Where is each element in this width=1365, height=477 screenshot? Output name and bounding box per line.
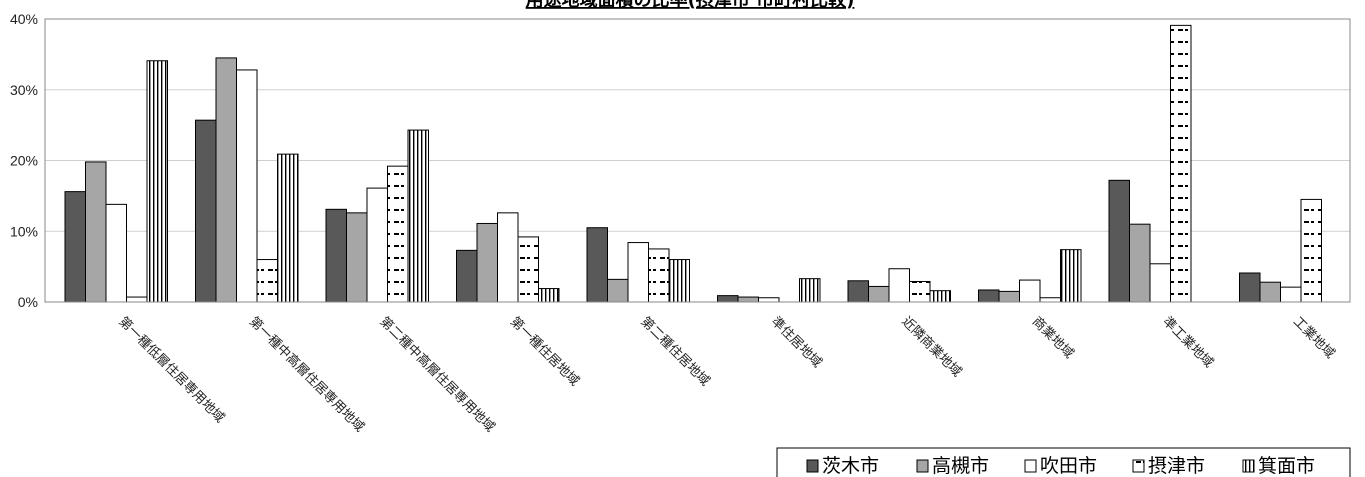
bar	[476, 222, 498, 303]
y-axis-ticks: 0% 10% 20% 30% 40%	[10, 11, 38, 310]
bar	[1108, 179, 1130, 303]
bar	[627, 242, 649, 303]
bar	[1039, 297, 1061, 303]
y-tick-label: 40%	[10, 11, 38, 27]
bar	[799, 278, 821, 303]
bar	[737, 296, 759, 303]
bar	[998, 290, 1020, 303]
bar	[195, 119, 217, 303]
x-category-label: 近隣商業地域	[898, 314, 964, 380]
bar	[1060, 249, 1082, 303]
bar	[1280, 286, 1302, 303]
bar	[126, 296, 148, 303]
legend-entry: 箕面市	[1258, 455, 1315, 477]
y-tick-label: 20%	[10, 153, 38, 169]
bar	[1129, 223, 1151, 303]
bar	[978, 289, 1000, 303]
bar	[1239, 272, 1261, 303]
bar	[387, 165, 409, 303]
legend-swatch	[1024, 459, 1037, 473]
x-category-label: 第二種中高層住居専用地域	[376, 314, 498, 436]
bar	[847, 280, 869, 303]
bar	[1149, 263, 1171, 303]
bar	[929, 290, 951, 303]
bar	[1019, 279, 1041, 303]
bars	[64, 24, 1322, 303]
legend: 茨木市 高槻市 吹田市 摂津市 箕面市	[776, 447, 1351, 477]
bar	[105, 203, 127, 303]
bar	[909, 280, 931, 303]
bar	[236, 69, 258, 303]
bar	[497, 212, 519, 303]
legend-entry: 吹田市	[1040, 455, 1097, 477]
x-category-label: 準住居地域	[768, 314, 825, 371]
y-tick-label: 10%	[10, 223, 38, 239]
legend-swatch	[1132, 459, 1145, 473]
bar	[277, 153, 299, 303]
bar	[586, 227, 608, 303]
x-category-label: 準工業地域	[1159, 314, 1216, 371]
y-tick-label: 30%	[10, 82, 38, 98]
bar	[325, 208, 347, 303]
legend-entry: 茨木市	[822, 455, 879, 477]
y-tick-label: 0%	[18, 294, 38, 310]
bar	[146, 60, 168, 303]
bar	[1170, 24, 1192, 303]
legend-swatch	[916, 459, 929, 473]
bar	[717, 295, 739, 303]
legend-swatch	[1242, 459, 1255, 473]
legend-entry: 摂津市	[1148, 455, 1205, 477]
bar	[517, 236, 539, 303]
x-category-label: 第二種住居地域	[637, 314, 713, 390]
bar	[868, 285, 890, 303]
bar	[538, 288, 560, 303]
bar	[64, 191, 86, 303]
bar	[607, 278, 629, 303]
bar	[648, 248, 670, 303]
bar	[256, 259, 278, 303]
bar	[407, 129, 429, 303]
bar	[888, 268, 910, 303]
bar	[758, 297, 780, 303]
x-category-label: 商業地域	[1029, 314, 1077, 362]
chart-title: 用途地域面積の比率(摂津市 市町村比較)	[526, 0, 855, 11]
plot-area-border	[44, 18, 1351, 303]
legend-swatch	[806, 459, 819, 473]
bar	[456, 249, 478, 303]
x-category-label: 第一種中高層住居専用地域	[246, 314, 368, 436]
bar	[668, 259, 690, 303]
x-axis-categories: 第一種低層住居専用地域 第一種中高層住居専用地域 第二種中高層住居専用地域 第一種住居…	[115, 314, 1338, 436]
bar	[346, 212, 368, 303]
x-category-label: 第一種低層住居専用地域	[115, 314, 227, 426]
bar	[1300, 198, 1322, 303]
bar	[215, 57, 237, 303]
x-category-label: 第一種住居地域	[507, 314, 583, 390]
bar	[1259, 281, 1281, 303]
bar	[366, 187, 388, 303]
x-category-label: 工業地域	[1290, 314, 1338, 362]
legend-entry: 高槻市	[932, 455, 989, 477]
bar	[85, 161, 107, 303]
